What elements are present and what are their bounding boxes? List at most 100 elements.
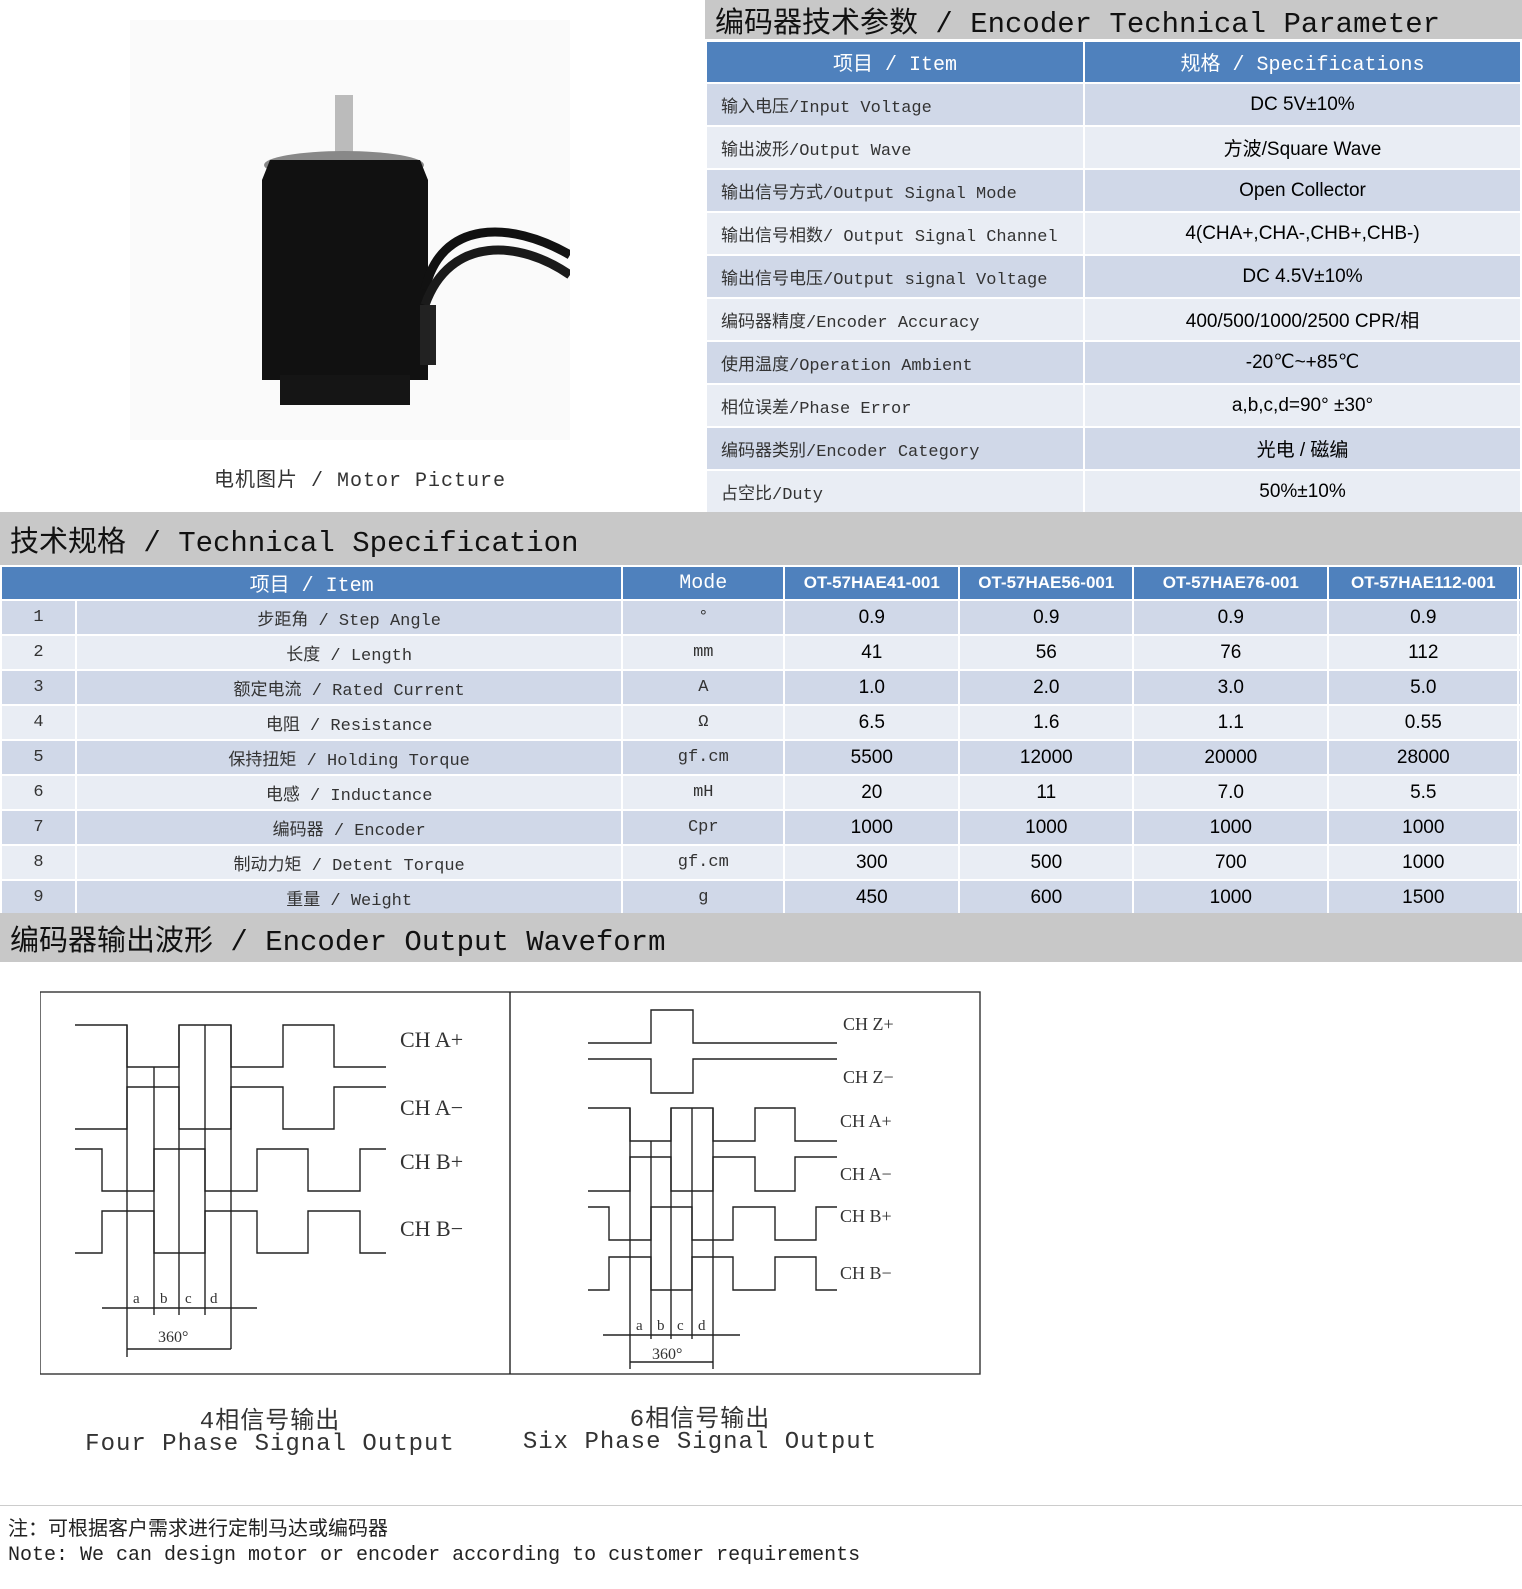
label-four-b-plus: CH B+ <box>400 1149 463 1174</box>
row-number: 5 <box>0 739 77 776</box>
label-four-b-minus: CH B− <box>400 1216 463 1241</box>
param-name: 输出信号方式/Output Signal Mode <box>705 168 1085 213</box>
row-number: 9 <box>0 879 77 916</box>
param-value: 6.5 <box>783 704 961 741</box>
param-value: 20000 <box>1132 739 1330 776</box>
param-value: 5500 <box>783 739 961 776</box>
param-value: 20 <box>783 774 961 811</box>
param-value: 56 <box>958 634 1135 671</box>
period-label: 360° <box>652 1346 682 1363</box>
label-four-a-plus: CH A+ <box>400 1027 463 1052</box>
param-value: 5.0 <box>1327 669 1520 706</box>
param-value: 50%±10% <box>1083 469 1522 514</box>
param-value: 112 <box>1327 634 1520 671</box>
param-unit: Cpr <box>621 809 786 846</box>
motor-picture <box>130 20 573 440</box>
spec-row: 7 编码器 / Encoder Cpr 1000 1000 1000 1000 <box>0 809 1522 846</box>
six-phase-caption-cn: 6相信号输出 <box>629 1407 771 1434</box>
param-value: 500 <box>958 844 1135 881</box>
param-value: 7.0 <box>1132 774 1330 811</box>
param-value: DC 5V±10% <box>1083 82 1522 127</box>
param-value: 0.55 <box>1327 704 1520 741</box>
row-number: 8 <box>0 844 77 881</box>
encoder-row: 输出信号电压/Output signal Voltage DC 4.5V±10% <box>705 254 1522 299</box>
empty-cell <box>1517 844 1522 881</box>
param-value: 450 <box>783 879 961 916</box>
param-value: 5.5 <box>1327 774 1520 811</box>
encoder-row: 相位误差/Phase Error a,b,c,d=90° ±30° <box>705 383 1522 428</box>
col-item: 项目 / Item <box>705 40 1085 84</box>
seg-b: b <box>160 1291 168 1307</box>
param-value: DC 4.5V±10% <box>1083 254 1522 299</box>
param-name: 长度 / Length <box>74 634 624 671</box>
encoder-row: 输出信号方式/Output Signal Mode Open Collector <box>705 168 1522 213</box>
param-value: 光电 / 磁编 <box>1083 426 1522 471</box>
param-name: 输出信号相数/ Output Signal Channel <box>705 211 1085 256</box>
param-name: 编码器类别/Encoder Category <box>705 426 1085 471</box>
seg-a: a <box>133 1291 140 1307</box>
waveform-title: 编码器输出波形 / Encoder Output Waveform <box>0 913 1522 962</box>
encoder-table: 项目 / Item 规格 / Specifications 输入电压/Input … <box>705 40 1522 514</box>
param-value: 0.9 <box>783 599 961 636</box>
spec-title: 技术规格 / Technical Specification <box>0 512 1522 565</box>
empty-cell <box>1517 704 1522 741</box>
note-cn: 注：可根据客户需求进行定制马达或编码器 <box>8 1519 388 1542</box>
param-value: 3.0 <box>1132 669 1330 706</box>
param-value: 方波/Square Wave <box>1083 125 1522 170</box>
encoder-row: 输入电压/Input Voltage DC 5V±10% <box>705 82 1522 127</box>
param-value: 1000 <box>1132 809 1330 846</box>
spec-row: 3 额定电流 / Rated Current A 1.0 2.0 3.0 5.0 <box>0 669 1522 706</box>
param-value: 2.0 <box>958 669 1135 706</box>
param-name: 编码器精度/Encoder Accuracy <box>705 297 1085 342</box>
motor-image <box>130 20 573 440</box>
period-label: 360° <box>158 1329 188 1346</box>
four-phase-caption-en: Four Phase Signal Output <box>85 1431 455 1458</box>
param-value: 400/500/1000/2500 CPR/相 <box>1083 297 1522 342</box>
col-spec: 规格 / Specifications <box>1083 40 1522 84</box>
param-value: 12000 <box>958 739 1135 776</box>
col-model-2: OT-57HAE56-001 <box>958 565 1135 601</box>
param-value: 1.0 <box>783 669 961 706</box>
empty-cell <box>1517 599 1522 636</box>
param-value: -20℃~+85℃ <box>1083 340 1522 385</box>
col-model-4: OT-57HAE112-001 <box>1327 565 1520 601</box>
param-unit: mm <box>621 634 786 671</box>
param-name: 电阻 / Resistance <box>74 704 624 741</box>
empty-cell <box>1517 739 1522 776</box>
seg-d: d <box>210 1291 218 1307</box>
motor-caption: 电机图片 / Motor Picture <box>213 470 507 493</box>
seg-d: d <box>698 1318 706 1334</box>
encoder-row: 编码器精度/Encoder Accuracy 400/500/1000/2500 … <box>705 297 1522 342</box>
encoder-row: 输出信号相数/ Output Signal Channel 4(CHA+,CHA-… <box>705 211 1522 256</box>
spec-row: 9 重量 / Weight g 450 600 1000 1500 <box>0 879 1522 916</box>
col-item: 项目 / Item <box>0 565 624 601</box>
param-name: 使用温度/Operation Ambient <box>705 340 1085 385</box>
param-name: 输入电压/Input Voltage <box>705 82 1085 127</box>
col-empty <box>1517 565 1522 601</box>
param-unit: gf.cm <box>621 844 786 881</box>
empty-cell <box>1517 774 1522 811</box>
param-name: 额定电流 / Rated Current <box>74 669 624 706</box>
param-unit: Ω <box>621 704 786 741</box>
empty-cell <box>1517 669 1522 706</box>
param-unit: A <box>621 669 786 706</box>
param-value: 0.9 <box>1327 599 1520 636</box>
spec-row: 8 制动力矩 / Detent Torque gf.cm 300 500 700 1000 <box>0 844 1522 881</box>
param-value: 1000 <box>1327 844 1520 881</box>
param-value: 76 <box>1132 634 1330 671</box>
seg-c: c <box>185 1291 192 1307</box>
param-value: 0.9 <box>958 599 1135 636</box>
label-six-z-plus: CH Z+ <box>843 1014 894 1034</box>
six-phase-waveform <box>588 1009 837 1369</box>
param-unit: g <box>621 879 786 916</box>
seg-a: a <box>636 1318 643 1334</box>
encoder-row: 编码器类别/Encoder Category 光电 / 磁编 <box>705 426 1522 471</box>
label-six-z-minus: CH Z− <box>843 1067 894 1087</box>
param-value: 1.1 <box>1132 704 1330 741</box>
label-six-a-minus: CH A− <box>840 1164 892 1184</box>
param-name: 重量 / Weight <box>74 879 624 916</box>
row-number: 7 <box>0 809 77 846</box>
row-number: 3 <box>0 669 77 706</box>
param-name: 输出波形/Output Wave <box>705 125 1085 170</box>
spec-row: 6 电感 / Inductance mH 20 11 7.0 5.5 <box>0 774 1522 811</box>
